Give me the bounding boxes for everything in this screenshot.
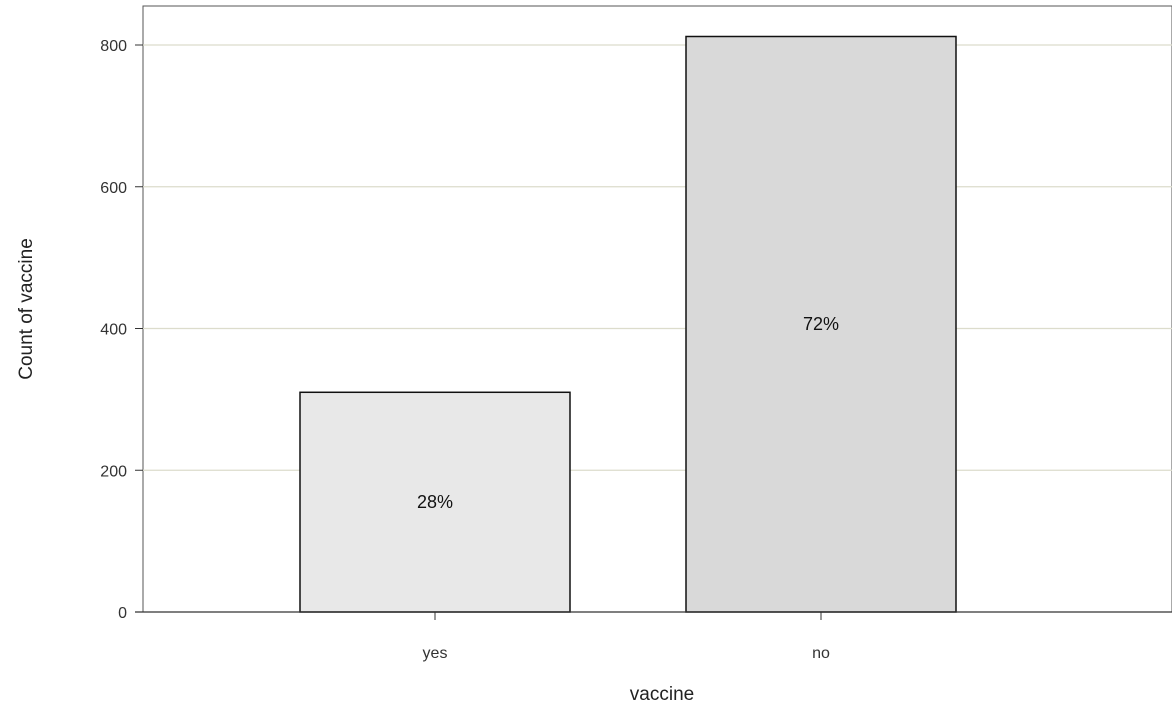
gridlines (143, 44, 1172, 471)
y-tick-label-600: 600 (100, 180, 127, 197)
y-tick-label-200: 200 (100, 463, 127, 480)
bar-yes (299, 391, 571, 613)
y-tick-label-800: 800 (100, 38, 127, 55)
data-label-yes: 28% (417, 492, 453, 512)
data-labels: 28% 72% (417, 314, 839, 512)
y-tick-label-400: 400 (100, 322, 127, 339)
plot-frame (142, 5, 1172, 613)
axes: yes no 0 200 400 600 800 (100, 38, 1172, 662)
y-axis-title: Count of vaccine (16, 238, 37, 380)
y-tick-label-0: 0 (118, 605, 127, 622)
data-label-no: 72% (803, 314, 839, 334)
x-tick-label-no: no (812, 645, 830, 662)
x-axis-title: vaccine (630, 684, 694, 705)
x-tick-label-yes: yes (423, 645, 448, 662)
